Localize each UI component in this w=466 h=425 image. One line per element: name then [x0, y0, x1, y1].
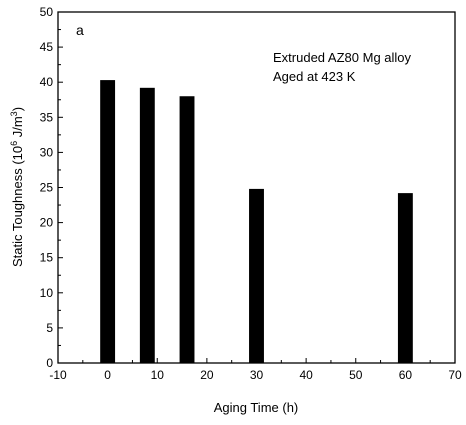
- x-tick-label: 30: [250, 368, 264, 382]
- y-tick-label: 30: [40, 145, 54, 159]
- annotation-line-2: Aged at 423 K: [273, 69, 356, 84]
- x-tick-label: 40: [299, 368, 313, 382]
- bar: [139, 87, 155, 363]
- y-tick-label: 15: [40, 251, 54, 265]
- y-tick-label: 10: [40, 286, 54, 300]
- bar: [179, 96, 195, 364]
- x-tick-label: 20: [200, 368, 214, 382]
- y-axis-label: Static Toughness (106 J/m3): [9, 107, 25, 267]
- y-axis-label-exp2: 3: [9, 111, 19, 116]
- y-axis-label-mid: J/m: [10, 116, 25, 141]
- y-tick-label: 5: [46, 321, 53, 335]
- annotation-line-1: Extruded AZ80 Mg alloy: [273, 50, 412, 65]
- y-tick-label: 50: [40, 5, 54, 19]
- y-tick-label: 20: [40, 216, 54, 230]
- x-tick-label: 10: [151, 368, 165, 382]
- y-axis-label-end: ): [10, 107, 25, 111]
- y-axis-label-main: Static Toughness (10: [10, 146, 25, 267]
- x-axis-label: Aging Time (h): [214, 400, 299, 415]
- plot-frame: [57, 11, 456, 364]
- y-tick-label: 45: [40, 40, 54, 54]
- bar: [249, 188, 264, 363]
- y-tick-label: 35: [40, 110, 54, 124]
- x-tick-label: 0: [104, 368, 111, 382]
- bar: [100, 80, 116, 364]
- y-axis-label-exp1: 6: [9, 141, 19, 146]
- panel-label: a: [76, 22, 84, 38]
- bar: [397, 193, 413, 363]
- x-tick-label: 70: [448, 368, 462, 382]
- x-tick-label: -10: [49, 368, 67, 382]
- y-tick-label: 40: [40, 75, 54, 89]
- x-tick-label: 60: [399, 368, 413, 382]
- bars-layer: [100, 80, 413, 364]
- y-tick-label: 25: [40, 181, 54, 195]
- x-tick-label: 50: [349, 368, 363, 382]
- y-tick-label: 0: [46, 356, 53, 370]
